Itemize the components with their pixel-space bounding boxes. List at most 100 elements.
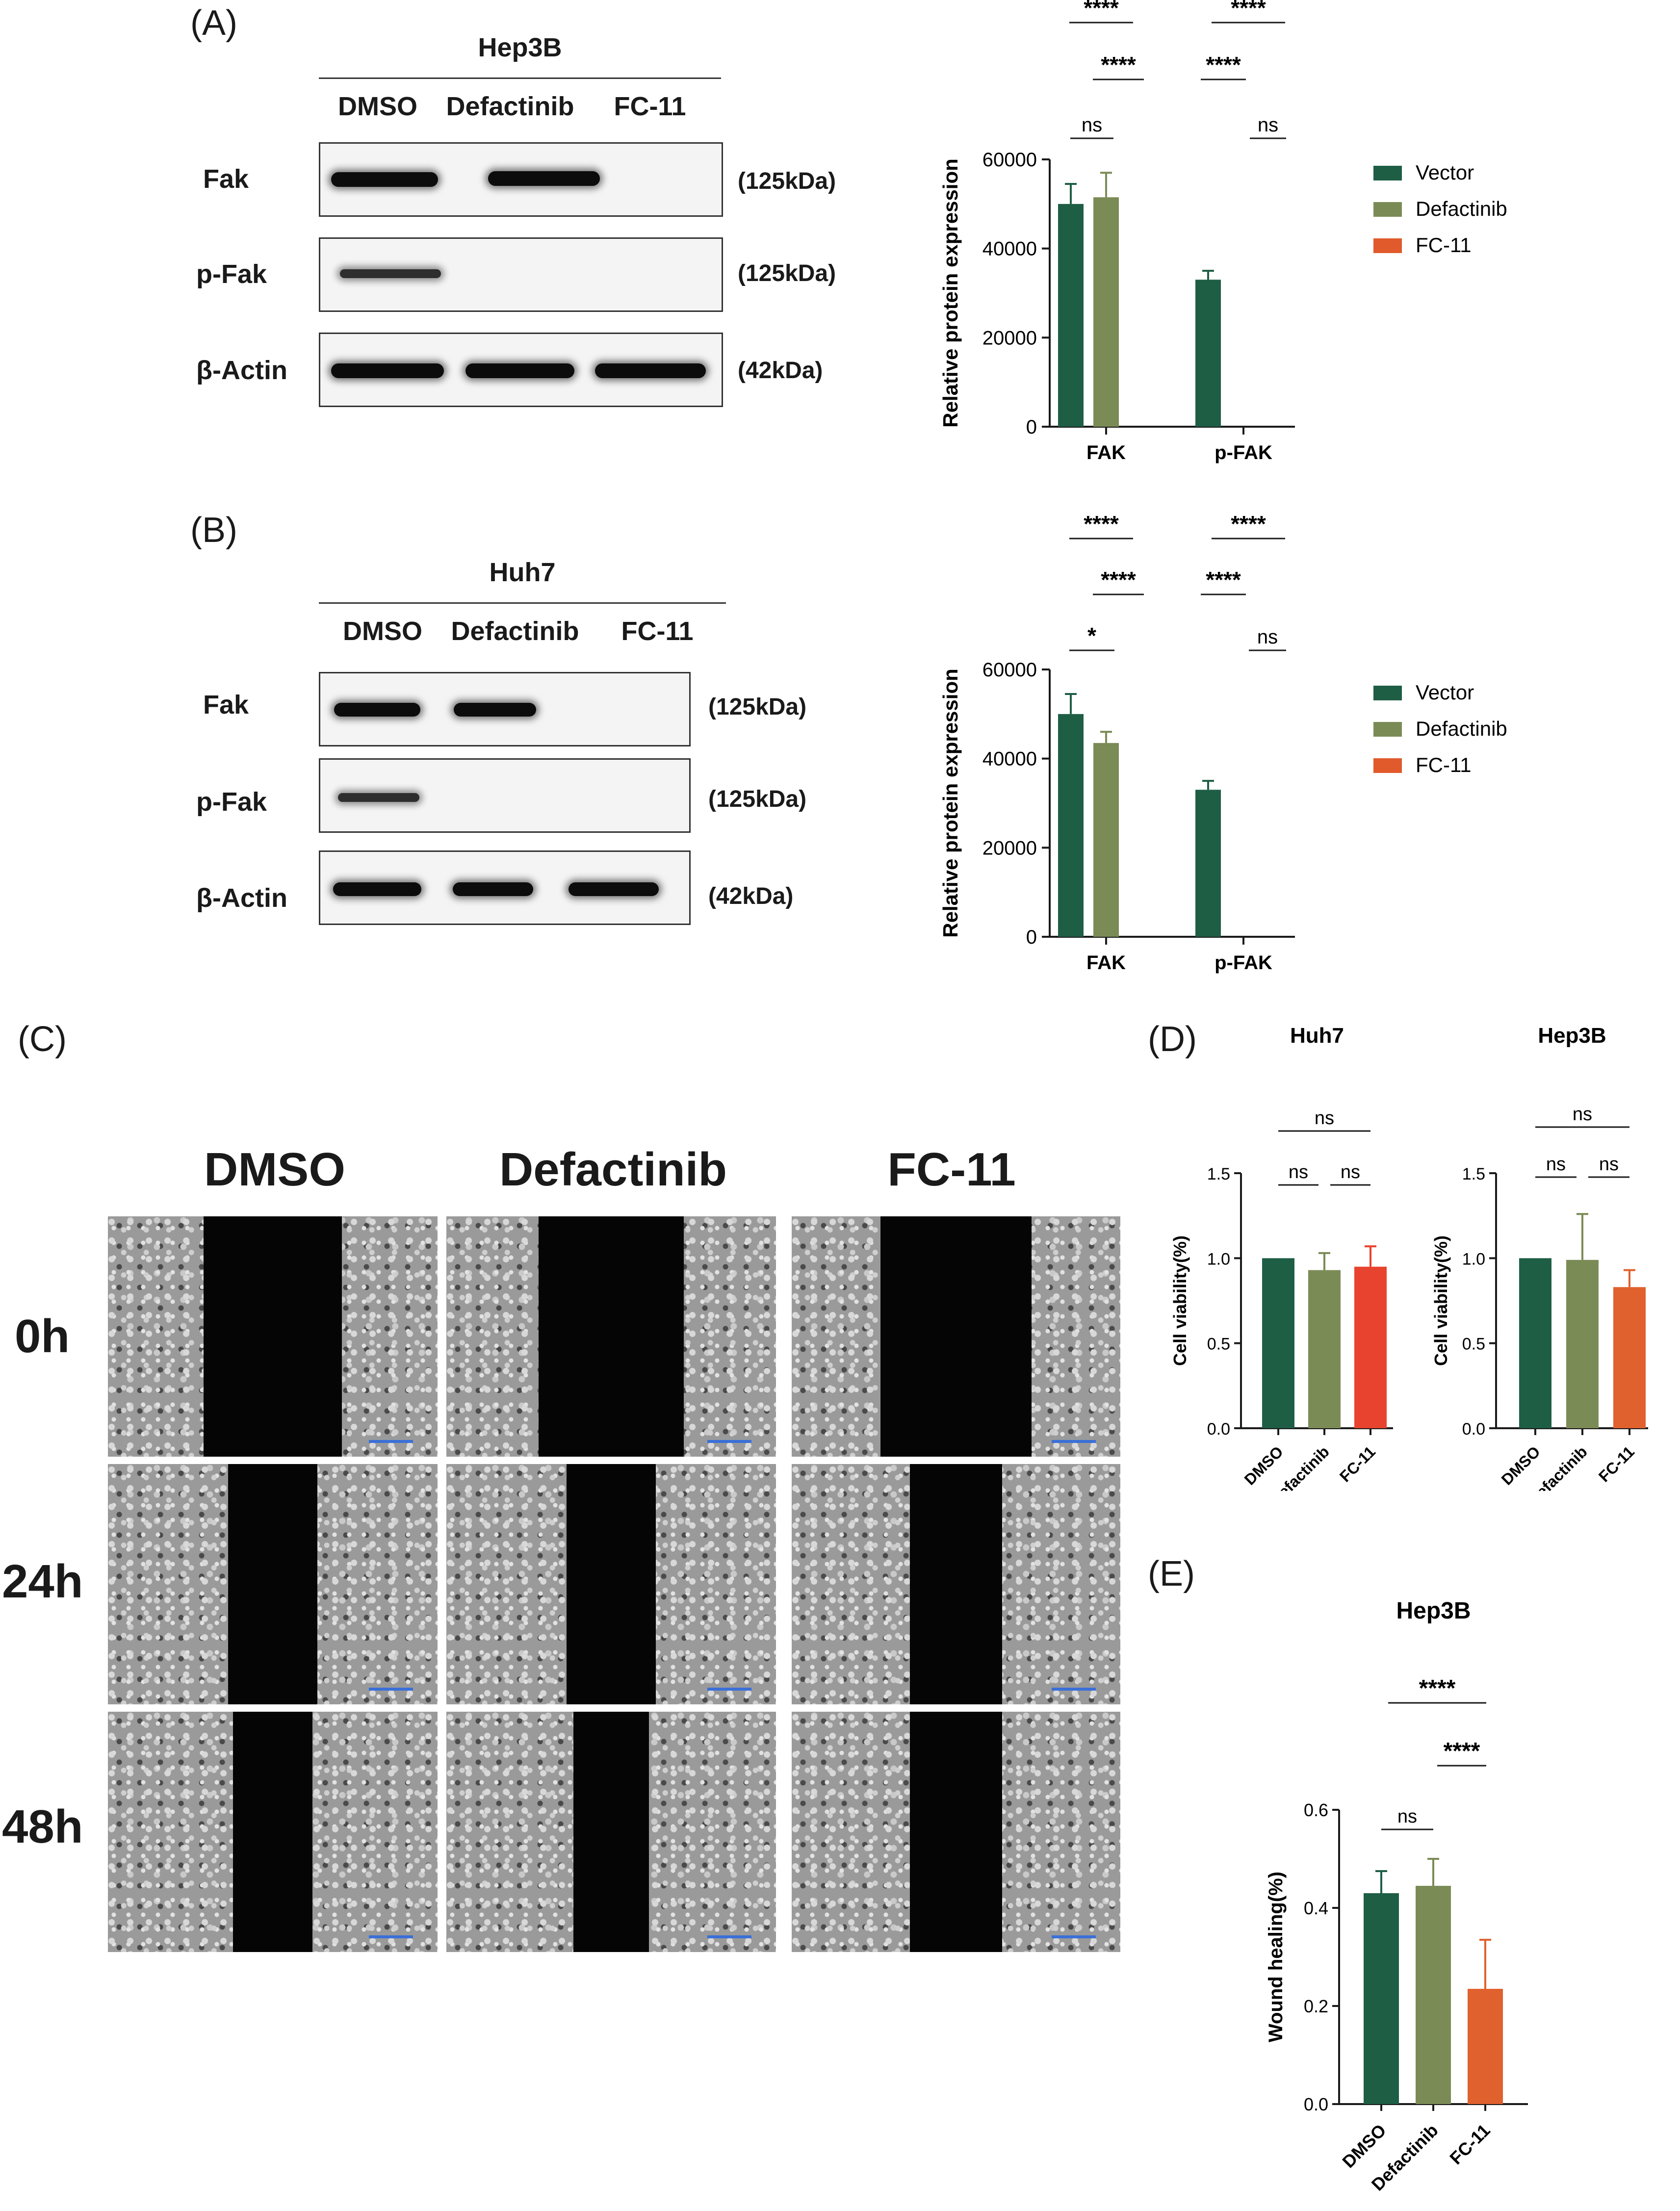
chart-title: Hep3B [1396, 1598, 1471, 1624]
y-tick-label: 1.5 [1462, 1165, 1485, 1183]
x-tick-label: FAK [1086, 952, 1126, 974]
bar-dmso [1364, 1893, 1399, 2104]
significance-label: **** [1084, 511, 1119, 537]
blot-b-lane-fc11: FC-11 [621, 617, 694, 646]
significance-label: **** [1419, 1675, 1456, 1701]
chart-title: Huh7 [1290, 1024, 1344, 1048]
x-tick-label: FC-11 [1595, 1442, 1638, 1485]
y-tick-label: 60000 [982, 659, 1037, 681]
wound-gap [573, 1712, 649, 1952]
y-tick-label: 40000 [982, 748, 1037, 770]
wound-image-0h-dmso [108, 1216, 438, 1457]
panel-label-d: (D) [1148, 1020, 1197, 1059]
significance-label: ns [1573, 1104, 1592, 1125]
wound-gap [910, 1712, 1002, 1952]
x-tick-label: p-FAK [1215, 952, 1272, 974]
y-tick-label: 1.5 [1207, 1165, 1230, 1183]
bar-fc-11 [1468, 1989, 1503, 2104]
blot-a-actin-band-defactinib [465, 363, 574, 378]
blot-b-lane-dmso: DMSO [343, 617, 422, 646]
significance-label: **** [1206, 52, 1241, 77]
bar-defactinib [1308, 1270, 1341, 1428]
y-axis-label: Relative protein expression [939, 668, 962, 938]
significance-label: * [1087, 623, 1096, 648]
bar-dmso [1262, 1258, 1294, 1428]
blot-a-pfak-band-dmso [340, 269, 441, 278]
bar-defactinib-fak [1093, 197, 1119, 427]
blot-b-actin-band-defactinib [453, 882, 533, 896]
blot-b-pfak-membrane [319, 758, 691, 833]
y-tick-label: 1.0 [1462, 1250, 1485, 1268]
blot-a-fak-band-defactinib [488, 171, 600, 186]
wound-row-0h: 0h [15, 1310, 70, 1363]
legend-swatch-fc-11 [1373, 758, 1402, 773]
y-tick-label: 0.0 [1462, 1420, 1485, 1439]
chart-a-fak-expression-hep3b: 0 20000 40000 60000 Relative protein express… [939, 0, 1507, 463]
blot-b-lane-defactinib: Defactinib [451, 617, 579, 646]
x-tick-label: FC-11 [1446, 2120, 1494, 2168]
legend-label-fc-11: FC-11 [1416, 233, 1472, 257]
wound-image-24h-fc-11 [792, 1464, 1120, 1704]
wound-row-24h: 24h [2, 1555, 83, 1608]
legend-label-vector: Vector [1416, 681, 1474, 704]
y-tick-label: 0.2 [1304, 1996, 1328, 2016]
blot-b-pfak-band-dmso [338, 793, 419, 802]
wound-col-dmso: DMSO [204, 1143, 345, 1196]
legend-swatch-vector [1373, 166, 1402, 180]
blot-a-fak-membrane [319, 142, 723, 217]
blot-a-row-pfak: p-Fak [196, 259, 267, 289]
y-axis-label: Relative protein expression [939, 158, 962, 428]
wound-gap [539, 1216, 684, 1457]
y-tick-label: 40000 [982, 238, 1037, 260]
x-tick-label: FC-11 [1336, 1442, 1379, 1485]
significance-label: **** [1101, 567, 1136, 592]
bar-vector-p-fak [1195, 280, 1221, 427]
x-tick-label: DMSO [1338, 2120, 1390, 2172]
wound-gap [910, 1464, 1002, 1704]
blot-a-lane-dmso: DMSO [338, 92, 417, 121]
panel-label-c: (C) [18, 1020, 67, 1059]
panel-label-e: (E) [1148, 1554, 1195, 1594]
y-axis-label: Wound healing(%) [1265, 1872, 1287, 2042]
legend-label-defactinib: Defactinib [1416, 197, 1507, 220]
y-axis-label: Cell viability(%) [1431, 1235, 1451, 1366]
wound-image-24h-defactinib [446, 1464, 776, 1704]
y-tick-label: 20000 [982, 837, 1037, 859]
scale-bar [707, 1440, 751, 1443]
blot-b-actin-band-dmso [333, 882, 421, 896]
significance-label: **** [1444, 1738, 1480, 1764]
scale-bar [369, 1688, 413, 1691]
bar-vector-p-fak [1195, 790, 1221, 937]
blot-b-actin-band-fc11 [569, 882, 659, 896]
bar-vector-fak [1058, 204, 1084, 427]
blot-a-lane-fc11: FC-11 [614, 92, 686, 121]
significance-label: ns [1082, 114, 1102, 136]
wound-row-48h: 48h [2, 1800, 83, 1853]
y-axis-label: Cell viability(%) [1170, 1235, 1190, 1366]
x-tick-label: DMSO [1498, 1442, 1544, 1488]
legend-label-fc-11: FC-11 [1416, 753, 1472, 776]
blot-b-cell-line: Huh7 [489, 558, 556, 587]
blot-b-fak-band-defactinib [454, 703, 536, 717]
y-tick-label: 0.5 [1207, 1335, 1230, 1354]
wound-col-fc11: FC-11 [887, 1143, 1016, 1196]
wound-image-0h-defactinib [446, 1216, 776, 1457]
wound-image-48h-defactinib [446, 1712, 776, 1952]
blot-a-row-actin: β-Actin [196, 356, 287, 385]
significance-label: ns [1257, 626, 1278, 648]
significance-label: ns [1315, 1108, 1334, 1129]
wound-gap [203, 1216, 342, 1457]
blot-a-actin-band-fc11 [595, 363, 706, 378]
y-tick-label: 0 [1026, 926, 1037, 948]
blot-b-kda-fak: (125kDa) [708, 694, 807, 720]
blot-b-kda-actin: (42kDa) [708, 883, 794, 909]
wound-gap [567, 1464, 656, 1704]
blot-b-kda-pfak: (125kDa) [708, 786, 807, 812]
blot-a-cell-line: Hep3B [478, 33, 562, 62]
blot-b-row-actin: β-Actin [196, 883, 287, 913]
wound-image-48h-fc-11 [792, 1712, 1120, 1952]
scale-bar [1052, 1440, 1096, 1443]
wound-image-0h-fc-11 [792, 1216, 1120, 1457]
